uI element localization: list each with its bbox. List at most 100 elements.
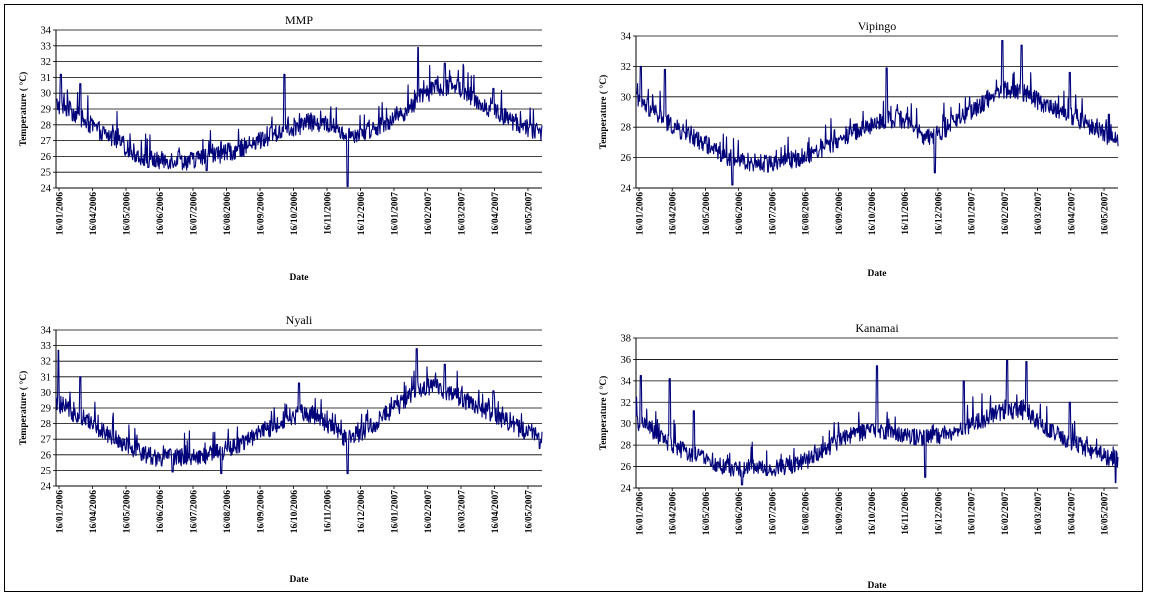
x-tick-label: 16/05/2007 [524,490,534,534]
y-tick-label: 24 [621,484,632,495]
x-tick-label: 16/06/2006 [735,492,745,536]
y-tick-label: 26 [41,450,52,461]
x-tick-label: 16/02/2007 [424,192,434,236]
x-tick-label: 16/02/2007 [424,490,434,534]
x-tick-label: 16/03/2007 [1034,192,1044,236]
series-line [635,40,1119,186]
y-tick-label: 27 [41,136,52,147]
x-tick-label: 16/10/2006 [868,192,878,236]
x-tick-label: 16/04/2007 [1067,492,1077,536]
y-tick-label: 30 [621,419,632,430]
x-tick-label: 16/06/2006 [156,192,166,236]
x-tick-label: 16/11/2006 [901,192,911,235]
x-tick-label: 16/04/2006 [89,192,99,236]
y-tick-label: 34 [41,326,52,337]
x-tick-label: 16/06/2006 [735,192,745,236]
x-tick-label: 16/03/2007 [457,192,467,236]
x-tick-label: 16/09/2006 [256,192,266,236]
x-tick-label: 16/10/2006 [868,492,878,536]
y-tick-label: 30 [621,92,632,103]
x-tick-label: 16/01/2006 [636,192,646,236]
y-axis-label: Temperature ( °C) [598,376,609,451]
series-line [55,46,543,187]
x-tick-label: 16/04/2006 [669,492,679,536]
y-tick-label: 32 [621,62,632,73]
x-tick-label: 16/11/2006 [323,192,333,235]
chart-kanamai: Kanamai 24 26 28 30 32 34 36 38 16/01/2006 16/04/2… [598,321,1119,591]
y-tick-label: 24 [621,184,632,195]
y-tick-label: 26 [41,152,52,163]
x-tick-label: 16/08/2006 [802,492,812,536]
y-tick-label: 25 [41,466,52,477]
x-tick-label: 16/12/2006 [934,192,944,236]
y-tick-label: 31 [41,372,52,383]
chart-title: MMP [285,13,313,27]
x-tick-label: 16/12/2006 [934,492,944,536]
chart-title: Kanamai [855,321,899,335]
y-tick-label: 24 [41,482,52,493]
y-tick-label: 34 [41,26,52,37]
chart-vipingo: Vipingo 24 26 28 30 32 34 16/01/2006 16/04/2006 1… [598,19,1119,279]
y-tick-label: 25 [41,168,52,179]
y-tick-label: 31 [41,73,52,84]
y-tick-label: 28 [41,120,52,131]
x-tick-label: 16/08/2006 [802,192,812,236]
x-axis-label: Date [868,581,887,591]
x-tick-label: 16/02/2007 [1001,492,1011,536]
x-tick-label: 16/05/2007 [1101,492,1111,536]
y-tick-label: 34 [621,32,632,43]
x-tick-label: 16/07/2006 [189,192,199,236]
x-tick-label: 16/07/2006 [189,490,199,534]
chart-mmp: MMP 24 25 26 27 28 29 30 31 32 33 34 16/01/2006 16/04… [18,13,543,283]
x-tick-label: 16/12/2006 [357,490,367,534]
x-tick-label: 16/04/2006 [89,490,99,534]
x-axis-label: Date [290,575,309,585]
x-tick-label: 16/01/2007 [390,490,400,534]
y-tick-label: 29 [41,105,52,116]
x-tick-label: 16/01/2007 [968,492,978,536]
chart-title: Nyali [286,313,313,327]
y-tick-label: 28 [621,441,632,452]
x-tick-label: 16/04/2006 [669,192,679,236]
y-axis-label: Temperature ( °C) [598,75,609,150]
x-tick-label: 16/05/2007 [1101,192,1111,236]
y-tick-label: 32 [621,398,632,409]
x-tick-label: 16/10/2006 [290,192,300,236]
x-tick-label: 16/05/2006 [122,490,132,534]
x-tick-label: 16/02/2007 [1001,192,1011,236]
x-tick-label: 16/04/2007 [491,192,501,236]
x-tick-label: 16/01/2007 [968,192,978,236]
y-tick-label: 32 [41,357,52,368]
x-tick-label: 16/05/2007 [524,192,534,236]
x-tick-label: 16/09/2006 [256,490,266,534]
y-tick-label: 34 [621,376,632,387]
x-tick-label: 16/11/2006 [901,492,911,535]
x-tick-label: 16/03/2007 [1034,492,1044,536]
x-tick-label: 16/09/2006 [835,192,845,236]
x-tick-label: 16/07/2006 [768,192,778,236]
x-tick-label: 16/05/2006 [702,192,712,236]
x-tick-label: 16/05/2006 [702,492,712,536]
x-tick-label: 16/05/2006 [122,192,132,236]
x-tick-label: 16/04/2007 [1067,192,1077,236]
y-axis-label: Temperature ( °C) [18,371,29,446]
x-tick-label: 16/09/2006 [835,492,845,536]
y-axis-label: Temperature ( °C) [18,72,29,147]
chart-title: Vipingo [858,19,897,33]
y-tick-label: 33 [41,341,52,352]
y-tick-label: 29 [41,404,52,415]
x-axis-label: Date [290,273,309,283]
chart-nyali: Nyali 24 25 26 27 28 29 30 31 32 33 34 16/01/2006 16/… [18,313,543,585]
y-tick-label: 26 [621,153,632,164]
x-tick-label: 16/12/2006 [357,192,367,236]
y-tick-label: 30 [41,388,52,399]
x-axis-label: Date [868,269,887,279]
y-tick-label: 28 [621,123,632,134]
x-tick-label: 16/04/2007 [491,490,501,534]
y-tick-label: 33 [41,41,52,52]
x-tick-label: 16/11/2006 [323,490,333,533]
y-tick-label: 26 [621,462,632,473]
y-tick-label: 28 [41,419,52,430]
y-tick-label: 24 [41,184,52,195]
x-tick-label: 16/06/2006 [156,490,166,534]
